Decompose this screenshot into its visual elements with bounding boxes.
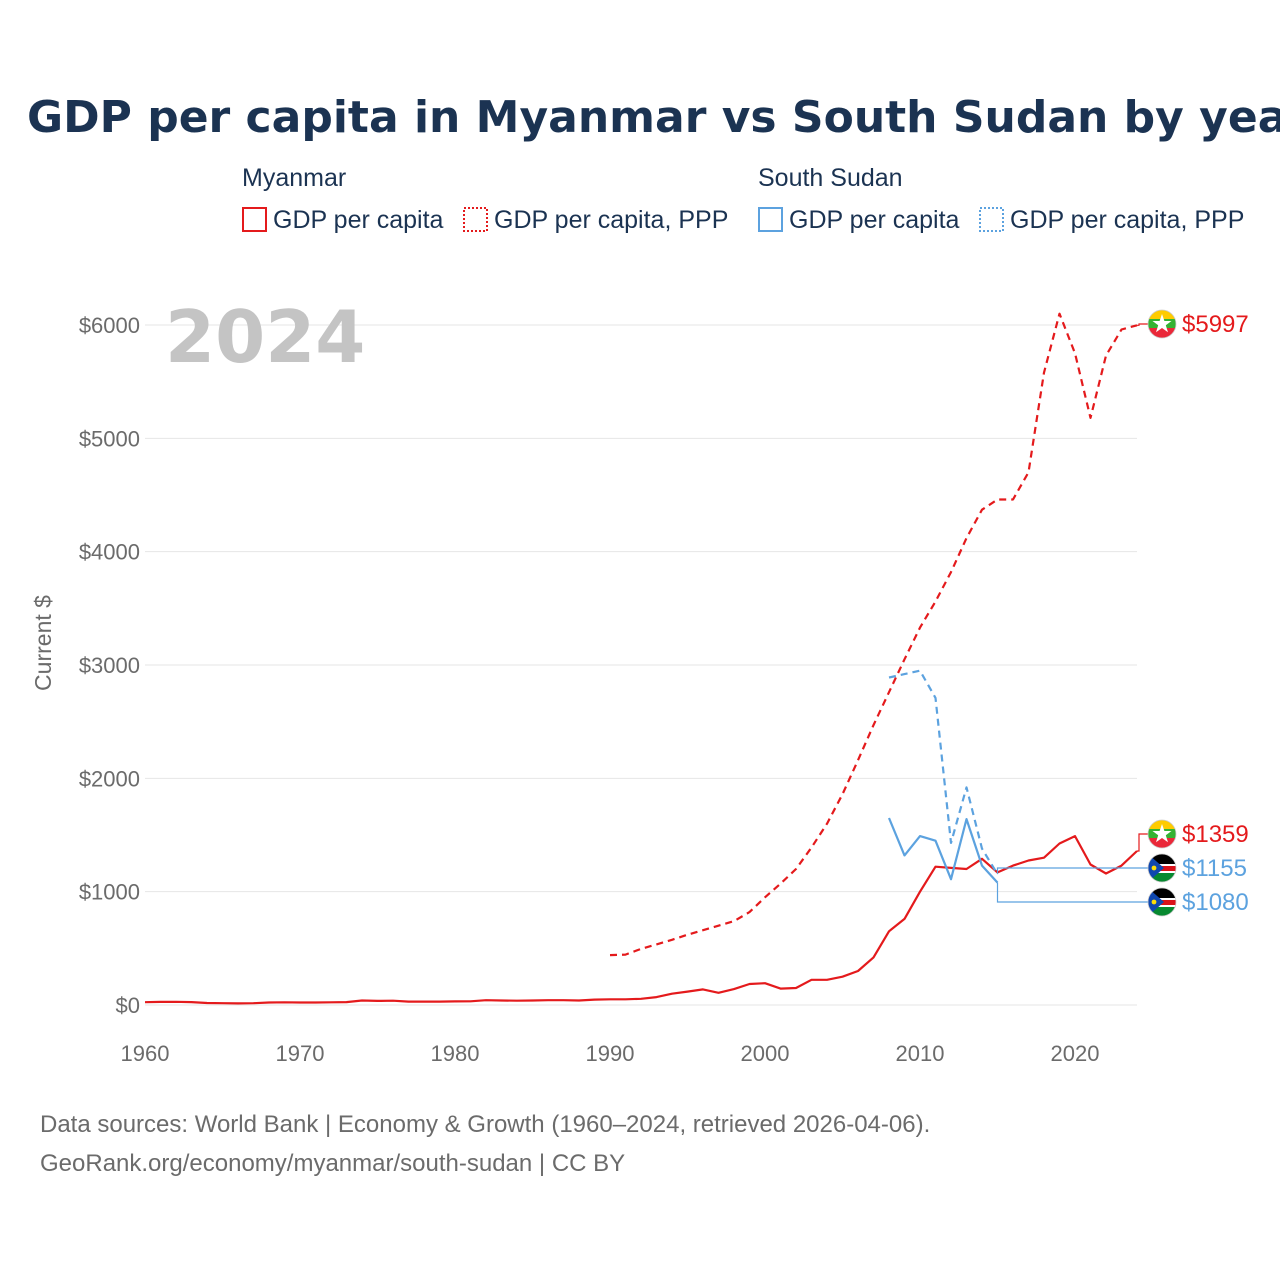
year-label: 2024 xyxy=(165,295,365,379)
series xyxy=(144,312,1138,1005)
y-axis-ticks: $0 $1000 $2000 $3000 $4000 $5000 $6000 xyxy=(79,313,140,1018)
x-tick-label: 1980 xyxy=(431,1041,480,1066)
leader-line xyxy=(996,882,1148,903)
source-url: GeoRank.org/economy/myanmar/south-sudan … xyxy=(40,1150,625,1177)
y-tick-label: $0 xyxy=(116,993,140,1018)
legend-group-south-sudan: South Sudan xyxy=(758,164,903,192)
y-tick-label: $4000 xyxy=(79,540,140,565)
y-tick-label: $2000 xyxy=(79,766,140,791)
end-value-label: $1359 xyxy=(1182,821,1249,848)
chart-title: GDP per capita in Myanmar vs South Sudan… xyxy=(27,92,1280,143)
legend-swatch-south-sudan-ppp xyxy=(979,207,1004,232)
legend-label-south-sudan-gdp: GDP per capita xyxy=(789,206,960,234)
x-tick-label: 2010 xyxy=(896,1041,945,1066)
end-label-group-0: $1359 xyxy=(1137,819,1249,852)
x-tick-label: 2000 xyxy=(741,1041,790,1066)
legend-label-myanmar-gdp: GDP per capita xyxy=(273,206,444,234)
x-tick-label: 2020 xyxy=(1051,1041,1100,1066)
series-line-2 xyxy=(887,817,999,884)
legend-swatch-south-sudan-gdp xyxy=(758,207,783,232)
south-sudan-flag-icon xyxy=(1148,888,1176,916)
source-note: Data sources: World Bank | Economy & Gro… xyxy=(40,1111,930,1138)
myanmar-flag-icon xyxy=(1148,310,1176,338)
x-axis-ticks: 1960 1970 1980 1990 2000 2010 2020 xyxy=(121,1041,1100,1066)
end-labels: $1359 $5997 $1080 $1155 xyxy=(996,309,1249,917)
series-line-1 xyxy=(609,312,1138,957)
leader-line xyxy=(996,867,1148,875)
series-line-0 xyxy=(144,835,1138,1005)
y-tick-label: $1000 xyxy=(79,880,140,905)
leader-line xyxy=(1137,323,1148,326)
y-tick-label: $6000 xyxy=(79,313,140,338)
end-label-group-2: $1080 xyxy=(996,882,1249,917)
legend-swatch-myanmar-ppp xyxy=(463,207,488,232)
end-value-label: $1080 xyxy=(1182,889,1249,916)
myanmar-flag-icon xyxy=(1148,820,1176,848)
y-tick-label: $3000 xyxy=(79,653,140,678)
x-tick-label: 1990 xyxy=(586,1041,635,1066)
legend-swatch-myanmar-gdp xyxy=(242,207,267,232)
x-tick-label: 1960 xyxy=(121,1041,170,1066)
end-value-label: $5997 xyxy=(1182,311,1249,338)
end-label-group-3: $1155 xyxy=(996,853,1247,883)
south-sudan-flag-icon xyxy=(1148,854,1176,882)
legend-group-myanmar: Myanmar xyxy=(242,164,346,192)
x-tick-label: 1970 xyxy=(276,1041,325,1066)
series-line-3 xyxy=(888,669,999,875)
grid xyxy=(145,324,1137,1006)
y-tick-label: $5000 xyxy=(79,426,140,451)
leader-line xyxy=(1137,833,1148,852)
end-value-label: $1155 xyxy=(1182,855,1247,882)
legend: Myanmar GDP per capita GDP per capita, P… xyxy=(242,164,1244,234)
legend-label-south-sudan-ppp: GDP per capita, PPP xyxy=(1010,206,1244,234)
legend-label-myanmar-ppp: GDP per capita, PPP xyxy=(494,206,728,234)
end-label-group-1: $5997 xyxy=(1137,309,1249,339)
y-axis-label: Current $ xyxy=(30,595,56,691)
